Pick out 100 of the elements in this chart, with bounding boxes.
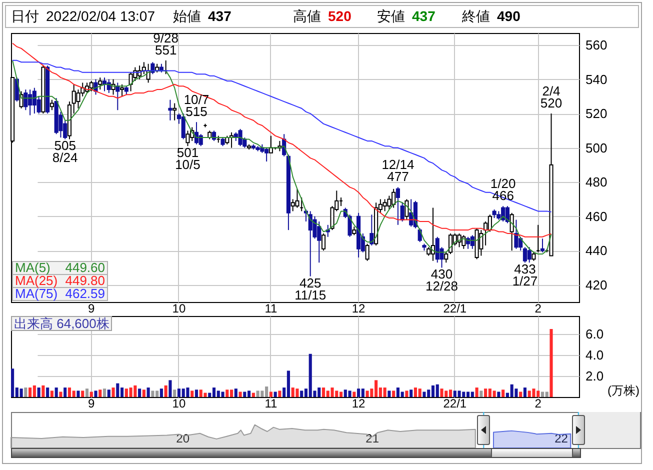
- x-tick-label: 12: [352, 396, 366, 410]
- candlestick: [396, 186, 400, 226]
- bar: [81, 390, 84, 397]
- bar: [256, 390, 260, 397]
- bar: [243, 392, 246, 397]
- bar: [190, 390, 194, 397]
- bar: [194, 390, 198, 397]
- text: 437: [412, 8, 436, 24]
- bar: [484, 388, 488, 397]
- candlestick: [505, 206, 510, 224]
- bar: [64, 388, 67, 397]
- candlestick: [457, 232, 462, 248]
- y-tick-label: 560: [586, 37, 608, 52]
- x-tick-label: 11: [264, 396, 278, 410]
- text: 2022/02/04 13:07: [46, 8, 155, 24]
- bar: [269, 392, 272, 397]
- text: 高値: [293, 8, 321, 24]
- text: 安値: [377, 8, 405, 24]
- bar: [116, 383, 120, 397]
- bar: [300, 390, 304, 397]
- bar: [107, 390, 110, 397]
- bar: [523, 388, 527, 397]
- bar: [212, 388, 216, 397]
- text: 終値: [462, 8, 490, 24]
- candlestick: [186, 130, 190, 147]
- bar: [59, 392, 62, 397]
- candlestick: [522, 246, 528, 264]
- bar: [120, 388, 124, 397]
- bar: [90, 392, 93, 397]
- bar: [72, 390, 76, 397]
- candlestick: [24, 89, 28, 111]
- bar: [510, 384, 514, 397]
- x-tick-label: 11: [264, 302, 278, 316]
- bar: [173, 390, 176, 397]
- bar: [339, 392, 343, 397]
- bar: [11, 368, 14, 397]
- bar: [260, 390, 264, 397]
- bar: [470, 392, 474, 397]
- bar: [361, 388, 364, 397]
- bar: [20, 388, 23, 397]
- bar: [76, 390, 80, 397]
- bar: [286, 370, 290, 397]
- candlestick: [479, 230, 484, 256]
- candlestick: [326, 224, 330, 238]
- candlestick: [128, 72, 133, 92]
- bar: [85, 388, 89, 397]
- candlestick: [116, 82, 120, 111]
- annotation: 12/14 477: [382, 157, 414, 184]
- bar: [405, 390, 408, 397]
- x-tick-label: 9: [88, 302, 96, 316]
- bar: [68, 388, 72, 397]
- bar: [418, 388, 422, 397]
- bar: [28, 388, 32, 397]
- bar: [98, 390, 102, 397]
- candlestick: [295, 188, 300, 208]
- bar: [497, 392, 500, 397]
- candlestick: [181, 113, 186, 140]
- bar: [32, 385, 36, 397]
- candlestick: [89, 80, 94, 92]
- candlestick: [365, 243, 370, 262]
- y-tick-label: 500: [586, 140, 608, 156]
- text: 437: [208, 8, 232, 24]
- x-tick-label: 21: [366, 432, 380, 446]
- x-tick-label: 12: [352, 302, 366, 316]
- candlestick: [400, 202, 404, 222]
- bar: [357, 388, 360, 397]
- bar: [50, 390, 54, 397]
- text: 始値: [173, 8, 201, 24]
- bar: [414, 388, 418, 397]
- bar: [164, 385, 168, 397]
- bar: [204, 392, 207, 397]
- candlestick: [540, 238, 545, 253]
- bar: [142, 390, 146, 397]
- candlestick: [168, 99, 172, 121]
- candlestick: [514, 219, 518, 250]
- bar: [296, 388, 299, 397]
- x-tick-label: 22/1: [443, 302, 467, 316]
- x-tick-label: 2: [534, 302, 542, 316]
- candlestick: [527, 246, 532, 264]
- bar: [330, 388, 334, 397]
- bar: [46, 388, 50, 397]
- candlestick: [50, 99, 54, 111]
- candlestick: [510, 212, 514, 252]
- bar: [348, 390, 352, 397]
- bar: [138, 388, 142, 397]
- bar: [322, 388, 326, 397]
- x-tick-label: 2: [534, 396, 542, 410]
- y-tick-label: 460: [586, 208, 608, 224]
- annotation: 505 8/24: [52, 138, 78, 166]
- bar: [532, 388, 536, 397]
- bar: [160, 388, 163, 397]
- bar: [102, 388, 106, 397]
- candlestick: [382, 198, 387, 212]
- bar: [410, 390, 413, 397]
- bar: [492, 390, 496, 397]
- x-tick-label: 10: [172, 302, 186, 316]
- bar: [186, 388, 190, 397]
- bar: [230, 390, 234, 397]
- bar: [234, 388, 238, 397]
- bar: [37, 388, 40, 397]
